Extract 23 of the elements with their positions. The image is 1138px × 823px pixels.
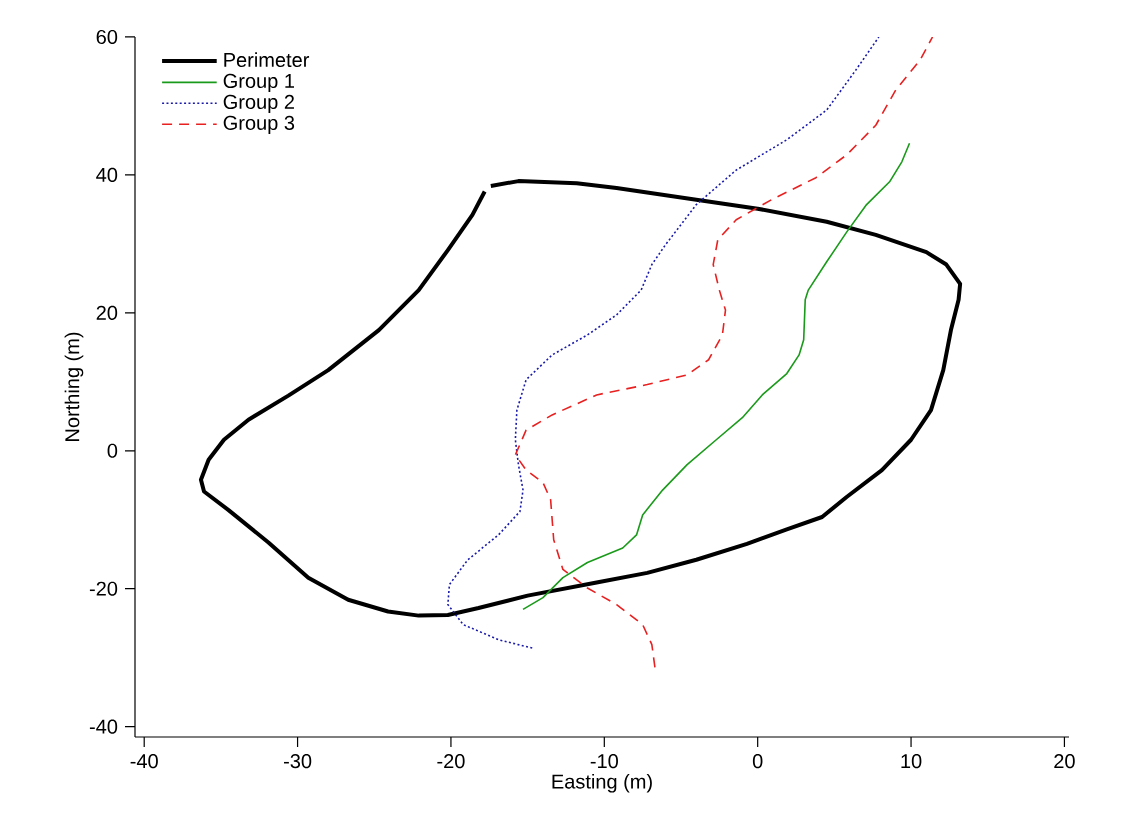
line-series xyxy=(514,36,934,669)
legend-label: Perimeter xyxy=(224,52,310,68)
x-tick-label: 20 xyxy=(1054,754,1075,769)
x-tick-label: -10 xyxy=(590,754,618,769)
line-series xyxy=(522,142,911,611)
legend-label: Group 2 xyxy=(223,94,294,113)
x-tick-label: 10 xyxy=(901,754,922,769)
y-tick-label: 0 xyxy=(107,443,118,458)
x-tick-label: -30 xyxy=(284,754,312,769)
x-axis-title: Easting (m) xyxy=(552,773,652,793)
x-tick-label: -20 xyxy=(437,754,465,769)
y-axis-title: Northing (m) xyxy=(64,332,84,441)
x-tick-label: -40 xyxy=(130,754,158,769)
line-series xyxy=(447,36,880,649)
x-tick-label: 0 xyxy=(752,754,763,769)
y-tick-label: 40 xyxy=(96,167,118,182)
y-tick-label: -40 xyxy=(89,719,118,734)
y-tick-label: 20 xyxy=(96,305,118,320)
y-tick-label: -20 xyxy=(89,581,118,596)
legend-label: Group 3 xyxy=(223,115,295,134)
line-series xyxy=(198,179,963,618)
legend-label: Group 1 xyxy=(223,73,294,92)
y-tick-label: 60 xyxy=(96,29,118,45)
